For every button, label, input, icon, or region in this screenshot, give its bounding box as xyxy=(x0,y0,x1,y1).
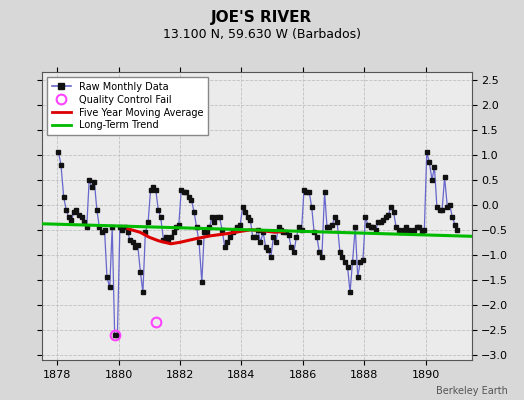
Text: 13.100 N, 59.630 W (Barbados): 13.100 N, 59.630 W (Barbados) xyxy=(163,28,361,41)
Legend: Raw Monthly Data, Quality Control Fail, Five Year Moving Average, Long-Term Tren: Raw Monthly Data, Quality Control Fail, … xyxy=(47,77,208,135)
Text: JOE'S RIVER: JOE'S RIVER xyxy=(211,10,313,25)
Text: Berkeley Earth: Berkeley Earth xyxy=(436,386,508,396)
